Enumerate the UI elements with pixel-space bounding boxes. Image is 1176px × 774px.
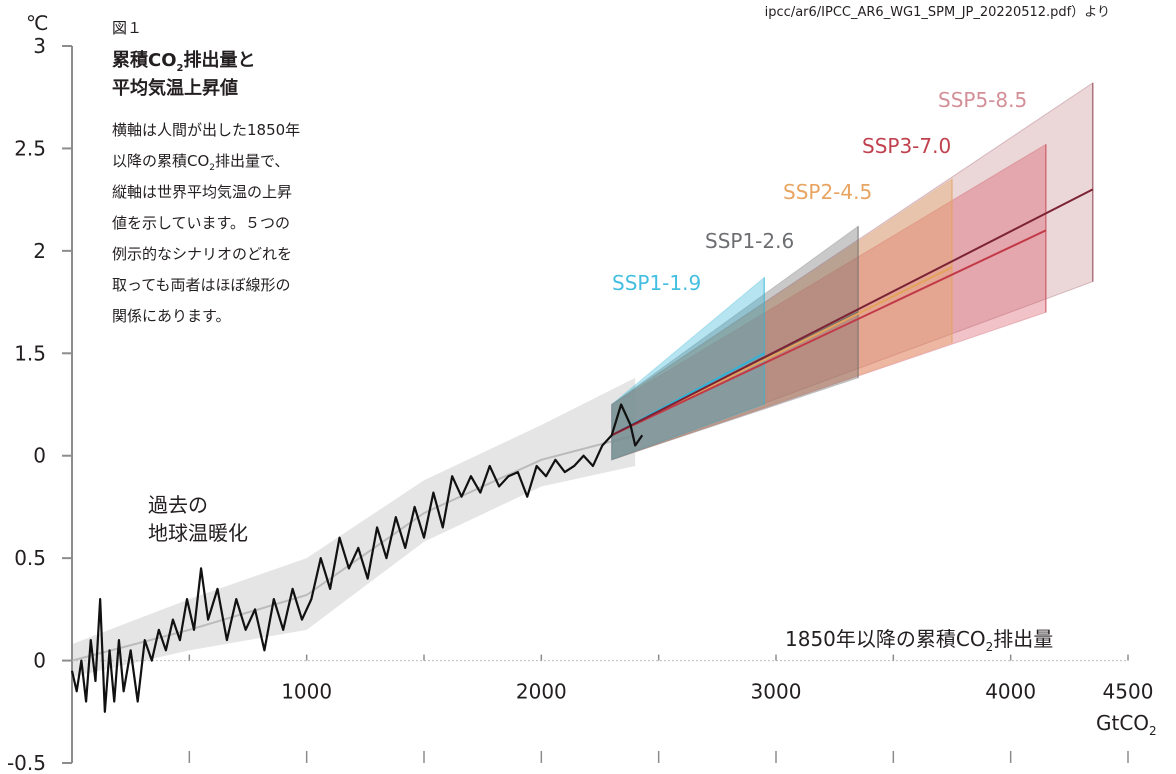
series-label-ssp1-1-9: SSP1-1.9 [612, 271, 701, 295]
description-line-1: 以降の累積CO2排出量で、 [112, 152, 289, 173]
xlabel-pre: 1850年以降の累積CO [785, 627, 986, 651]
axes: 3 2.5 2 1.5 0 0.5 0 -0.5 1000 2000 3000 4000 4500 [7, 34, 1153, 774]
x-tick-label-0: 1000 [281, 680, 332, 704]
y-tick-label-4: 0 [33, 444, 46, 468]
description-line-5-text: 取っても両者はほぼ線形の [112, 276, 291, 294]
figure-title-line2: 平均気温上昇値 [112, 77, 238, 99]
y-tick-label-0: 3 [33, 34, 46, 58]
figure-title-line1: 累積CO2排出量と [112, 49, 255, 74]
title-post: 排出量と [183, 49, 255, 71]
series-label-ssp1-2-6: SSP1-2.6 [705, 229, 794, 253]
figure-description: 横軸は人間が出した1850年以降の累積CO2排出量で、縦軸は世界平均気温の上昇値… [112, 121, 300, 325]
description-line-4-text: 例示的なシナリオのどれを [112, 245, 292, 263]
x-unit-label: GtCO2 [1096, 711, 1157, 738]
description-line-2: 縦軸は世界平均気温の上昇 [112, 183, 292, 201]
line-ssp3-7-0 [611, 229, 1047, 437]
series-label-ssp3-7-0: SSP3-7.0 [862, 134, 951, 158]
description-line-1-sub: 2 [209, 163, 215, 173]
description-line-1-text: 以降の累積CO [112, 152, 209, 170]
description-line-4: 例示的なシナリオのどれを [112, 245, 292, 263]
band-ssp5-8-5 [611, 81, 1094, 461]
description-line-3: 値を示しています。５つの [112, 214, 290, 232]
series-label-ssp2-4-5: SSP2-4.5 [783, 180, 872, 204]
source-text: ipcc/ar6/IPCC_AR6_WG1_SPM_JP_20220512.pd… [765, 5, 1110, 20]
y-unit-label: ℃ [26, 11, 48, 35]
x-unit-sub: 2 [1149, 724, 1157, 738]
xlabel-sub: 2 [986, 640, 994, 654]
y-tick-label-5: 0.5 [14, 546, 46, 570]
description-line-5: 取っても両者はほぼ線形の [112, 276, 291, 294]
past-warming-annotation-line1: 過去の [148, 493, 208, 517]
y-tick-label-1: 2.5 [14, 136, 46, 160]
description-line-6-text: 関係にあります。 [112, 307, 231, 325]
x-axis-title: 1850年以降の累積CO2排出量 [785, 627, 1053, 654]
description-line-2-text: 縦軸は世界平均気温の上昇 [112, 183, 292, 201]
y-tick-label-2: 2 [33, 239, 46, 263]
title-pre: 累積CO [112, 49, 177, 71]
y-tick-label-3: 1.5 [14, 341, 46, 365]
scenario-lines [611, 188, 1094, 437]
y-tick-label-6: 0 [33, 649, 46, 673]
line-ssp5-8-5 [611, 188, 1094, 437]
description-line-0: 横軸は人間が出した1850年 [112, 121, 300, 139]
past-warming-annotation-line2: 地球温暖化 [148, 521, 248, 545]
x-unit-pre: GtCO [1096, 711, 1149, 735]
description-line-6: 関係にあります。 [112, 307, 231, 325]
x-tick-label-2: 3000 [751, 680, 802, 704]
y-tick-label-7: -0.5 [7, 751, 46, 774]
title-sub: 2 [177, 63, 184, 74]
description-line-1-post: 排出量で、 [215, 152, 289, 170]
series-label-ssp5-8-5: SSP5-8.5 [938, 88, 1027, 112]
x-tick-label-1: 2000 [516, 680, 567, 704]
description-line-3-text: 値を示しています。５つの [112, 214, 290, 232]
xlabel-post: 排出量 [993, 627, 1053, 651]
figure-label: 図１ [112, 19, 142, 37]
description-line-0-text: 横軸は人間が出した1850年 [112, 121, 300, 139]
historical-line [70, 403, 644, 713]
x-tick-label-4: 4500 [1103, 680, 1154, 704]
historical-temperature-line [70, 403, 644, 713]
x-tick-label-3: 4000 [985, 680, 1036, 704]
